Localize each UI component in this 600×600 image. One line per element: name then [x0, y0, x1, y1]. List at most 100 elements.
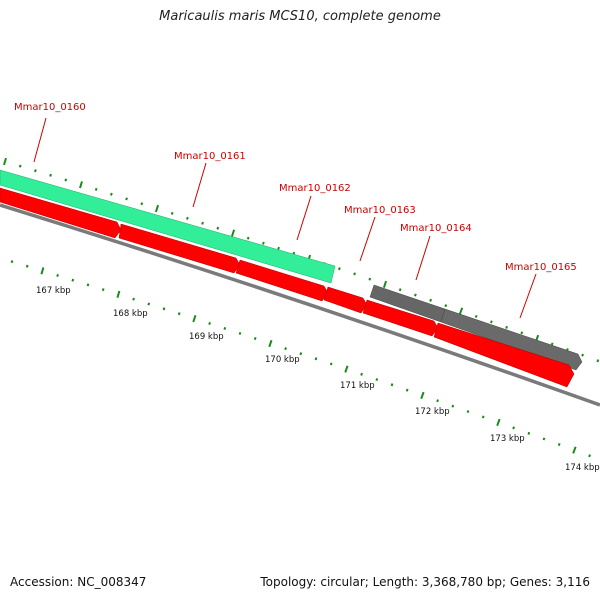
inner-minor-tick	[253, 336, 257, 341]
inner-minor-tick	[360, 372, 363, 376]
genome-summary-text: Topology: circular; Length: 3,368,780 bp…	[260, 575, 590, 589]
inner-minor-tick	[162, 307, 166, 311]
inner-major-tick	[192, 314, 197, 323]
outer-minor-tick	[398, 288, 402, 292]
gene-labels: Mmar10_0160 Mmar10_0161 Mmar10_0162 Mmar…	[14, 102, 577, 273]
kbp-label-172: 172 kbp	[415, 407, 450, 417]
outer-major-tick	[3, 157, 7, 166]
genome-backbone	[0, 203, 600, 407]
outer-minor-tick	[368, 277, 372, 281]
inner-minor-tick	[451, 404, 455, 408]
kbp-label-168: 168 kbp	[113, 309, 148, 319]
inner-minor-tick	[314, 357, 318, 361]
outer-minor-tick	[474, 314, 478, 318]
inner-minor-tick	[25, 264, 29, 268]
inner-major-tick	[40, 267, 45, 275]
inner-major-tick	[344, 365, 349, 373]
inner-minor-tick	[542, 437, 546, 441]
outer-minor-tick	[429, 298, 432, 302]
outer-minor-tick	[246, 236, 250, 240]
inner-minor-tick	[481, 415, 485, 419]
inner-major-tick	[116, 290, 121, 298]
outer-major-tick	[79, 181, 83, 189]
cds-mmar10-0160-0161[interactable]	[0, 169, 336, 284]
inner-minor-tick	[147, 302, 151, 306]
cds-grey-segment-2[interactable]	[440, 308, 583, 371]
outer-minor-tick	[125, 197, 128, 201]
outer-minor-tick	[262, 241, 265, 245]
inner-minor-tick	[101, 288, 105, 292]
outer-major-tick	[230, 229, 236, 237]
kbp-label-174: 174 kbp	[565, 463, 600, 473]
cds-reverse-track	[0, 187, 575, 388]
outer-minor-tick	[550, 342, 554, 346]
outer-major-tick	[382, 280, 388, 289]
inner-minor-tick	[299, 352, 303, 356]
outer-minor-tick	[110, 192, 113, 196]
cds-red-arrow-1[interactable]	[0, 187, 122, 239]
inner-minor-tick	[10, 260, 14, 264]
cds-red-arrow-4[interactable]	[323, 286, 368, 314]
inner-minor-tick	[466, 410, 470, 414]
cds-red-arrow-6[interactable]	[433, 322, 575, 388]
accession-text: Accession: NC_008347	[10, 575, 147, 589]
inner-minor-tick	[588, 454, 591, 458]
outer-minor-tick	[444, 304, 448, 308]
inner-minor-tick	[208, 321, 211, 326]
outer-minor-tick	[353, 272, 356, 276]
outer-minor-tick	[34, 169, 37, 173]
outer-minor-tick	[64, 178, 68, 182]
outer-minor-tick	[49, 173, 52, 177]
gene-label-mmar10-0161[interactable]: Mmar10_0161	[174, 151, 246, 162]
outer-minor-tick	[490, 320, 493, 324]
gene-label-mmar10-0160[interactable]: Mmar10_0160	[14, 102, 86, 113]
inner-minor-tick	[436, 399, 439, 403]
gene-label-mmar10-0164[interactable]: Mmar10_0164	[400, 223, 472, 234]
inner-minor-tick	[223, 326, 227, 331]
inner-major-tick	[496, 418, 501, 427]
inner-minor-tick	[177, 312, 181, 316]
kbp-label-170: 170 kbp	[265, 355, 300, 365]
inner-minor-tick	[375, 378, 379, 382]
inner-major-tick	[420, 391, 425, 400]
inner-minor-tick	[238, 331, 242, 335]
inner-tick-row	[10, 260, 591, 458]
inner-minor-tick	[512, 426, 515, 430]
gene-label-mmar10-0163[interactable]: Mmar10_0163	[344, 205, 416, 216]
kbp-label-167: 167 kbp	[36, 286, 71, 296]
outer-major-tick	[458, 307, 464, 315]
inner-minor-tick	[329, 362, 333, 366]
outer-minor-tick	[18, 164, 22, 168]
cds-forward-track	[0, 169, 583, 371]
gene-label-leaders	[33, 117, 537, 319]
kbp-labels: 167 kbp 168 kbp 169 kbp 170 kbp 171 kbp …	[36, 286, 600, 473]
outer-minor-tick	[201, 221, 204, 225]
outer-minor-tick	[186, 216, 189, 220]
outer-minor-tick	[170, 211, 174, 215]
inner-minor-tick	[390, 383, 394, 387]
gene-label-mmar10-0165[interactable]: Mmar10_0165	[505, 262, 577, 273]
inner-minor-tick	[557, 442, 561, 447]
cds-red-arrow-5[interactable]	[362, 299, 439, 337]
inner-minor-tick	[86, 283, 90, 287]
inner-major-tick	[268, 339, 273, 348]
kbp-label-171: 171 kbp	[340, 381, 375, 391]
inner-minor-tick	[405, 388, 409, 392]
outer-minor-tick	[581, 353, 584, 357]
inner-minor-tick	[527, 431, 531, 435]
outer-minor-tick	[505, 325, 508, 329]
gene-label-mmar10-0162[interactable]: Mmar10_0162	[279, 183, 351, 194]
outer-major-tick	[154, 204, 160, 213]
kbp-label-173: 173 kbp	[490, 434, 525, 444]
inner-minor-tick	[132, 297, 135, 301]
outer-minor-tick	[94, 187, 98, 191]
outer-minor-tick	[277, 246, 280, 250]
inner-minor-tick	[71, 278, 75, 282]
outer-minor-tick	[414, 293, 417, 297]
outer-minor-tick	[140, 202, 144, 206]
kbp-label-169: 169 kbp	[189, 332, 224, 342]
inner-minor-tick	[284, 347, 287, 351]
inner-minor-tick	[56, 273, 59, 278]
outer-minor-tick	[520, 331, 524, 335]
